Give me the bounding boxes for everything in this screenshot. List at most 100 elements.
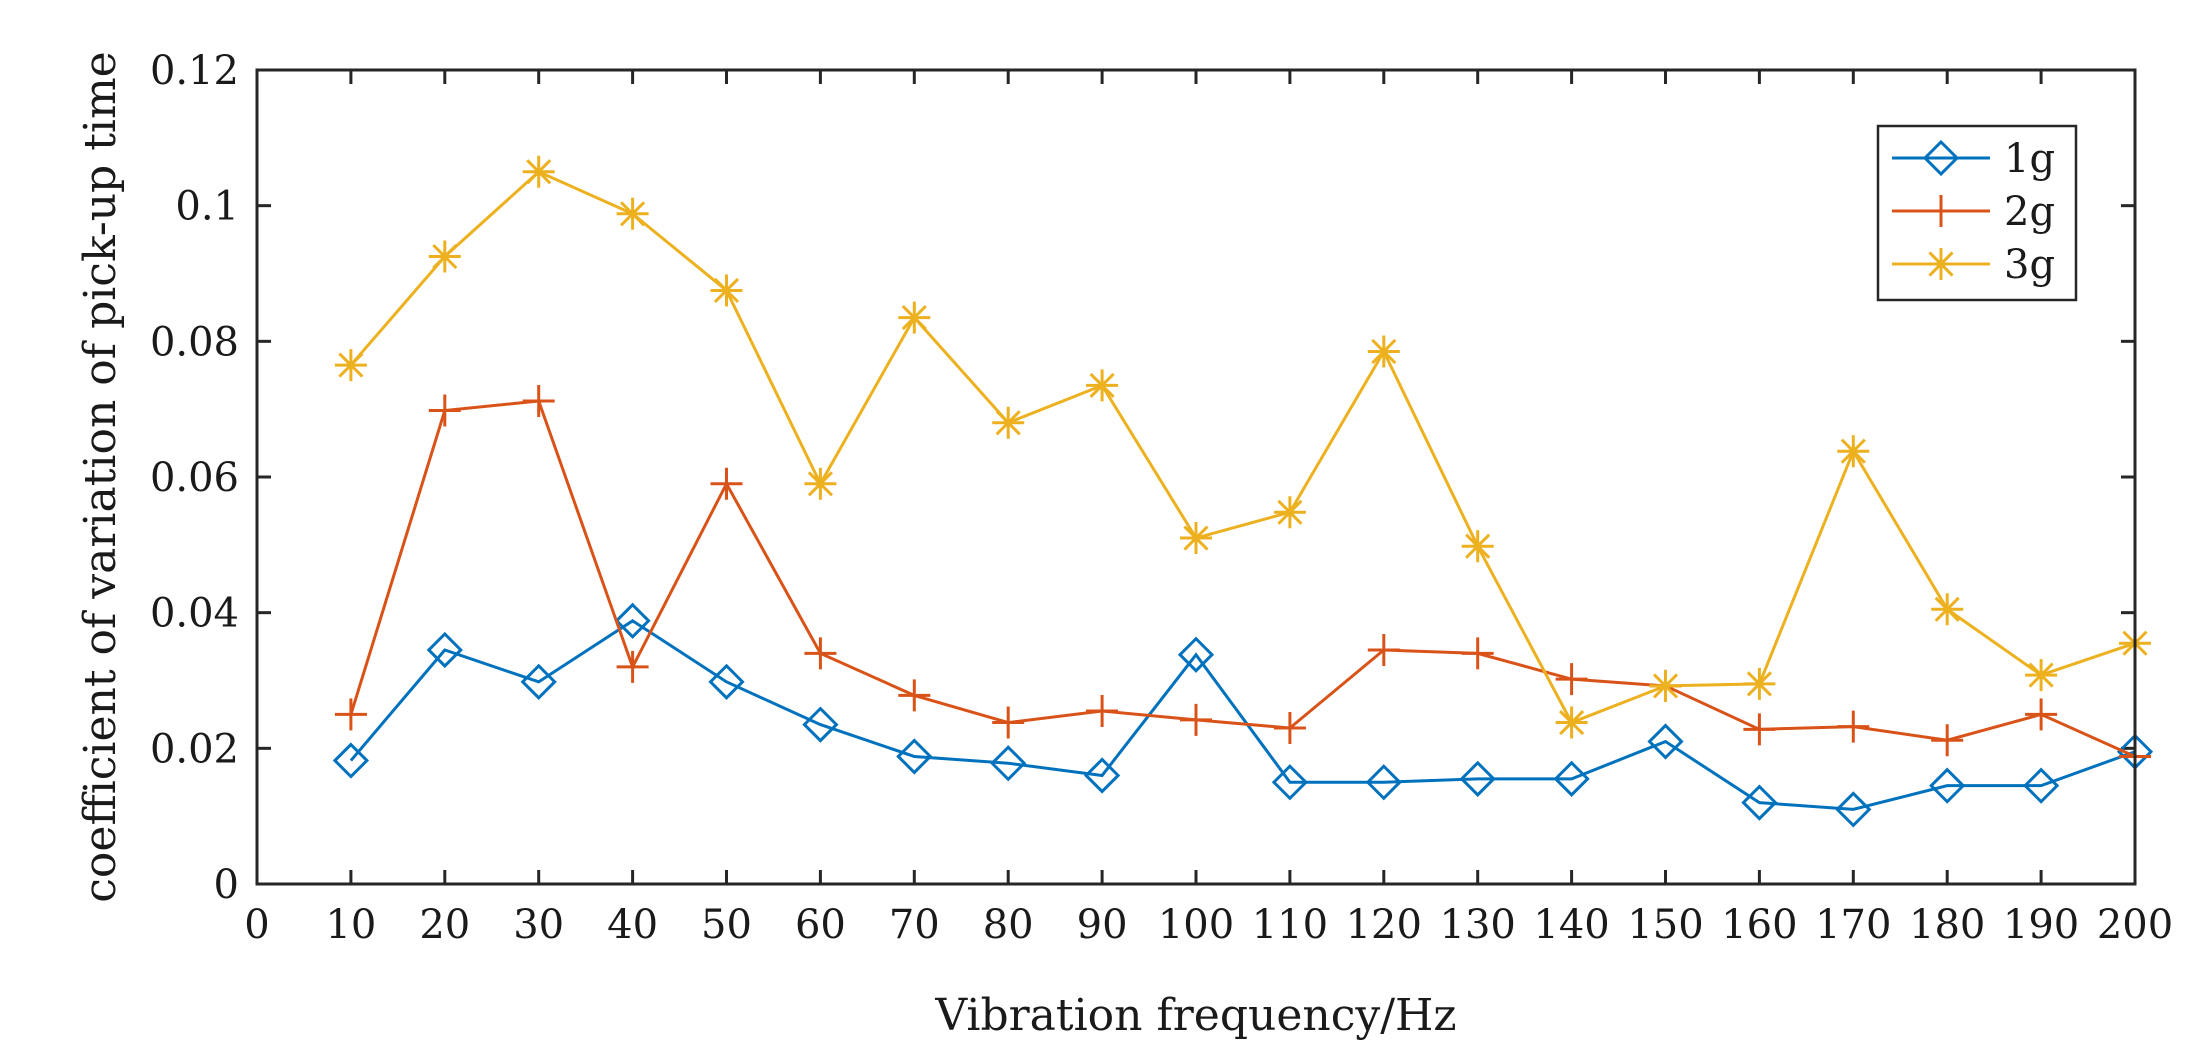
x-tick-label: 110: [1252, 902, 1328, 948]
data-point-3g: [992, 406, 1025, 439]
data-point-1g: [990, 745, 1027, 782]
x-tick-label: 200: [2097, 902, 2173, 948]
data-point-1g: [332, 742, 370, 779]
x-tick-label: 140: [1533, 902, 1609, 948]
data-point-2g: [1931, 724, 1964, 757]
x-tick-label: 160: [1721, 902, 1797, 948]
data-point-2g: [804, 637, 837, 670]
y-tick-label: 0.12: [150, 48, 239, 94]
data-point-1g: [1271, 764, 1309, 801]
series-line-2g: [349, 399, 2136, 758]
data-point-3g: [616, 197, 649, 230]
x-tick-label: 40: [607, 902, 658, 948]
legend-item-2g: 2g: [1892, 189, 2055, 235]
data-point-3g: [804, 467, 837, 500]
y-axis-ticks: 0 0.02 0.04 0.06 0.08 0.1 0.12: [150, 48, 2135, 908]
data-point-1g: [1835, 791, 1872, 828]
data-point-2g: [2025, 698, 2058, 731]
data-point-2g: [1367, 633, 1400, 666]
data-point-1g: [1177, 636, 1215, 673]
x-tick-label: 170: [1815, 902, 1891, 948]
data-point-1g: [520, 663, 557, 700]
data-point-2g: [428, 394, 461, 427]
x-tick-label: 80: [983, 902, 1034, 948]
series-line-1g: [349, 619, 2136, 811]
legend-box: [1876, 124, 2078, 302]
data-point-3g: [710, 274, 743, 307]
x-tick-label: 90: [1077, 902, 1128, 948]
legend: 1g 2g 3g: [1876, 124, 2078, 302]
x-tick-label: 100: [1158, 902, 1234, 948]
y-tick-label: 0.02: [150, 726, 239, 772]
data-point-3g: [1555, 706, 1588, 739]
legend-marker-1g: [1922, 139, 1960, 177]
series-2g: [334, 385, 2151, 773]
data-point-3g: [1273, 496, 1306, 529]
data-point-1g: [2022, 767, 2060, 804]
data-point-1g: [1365, 764, 1402, 801]
plot-frame: [255, 68, 2137, 886]
data-point-1g: [614, 602, 651, 639]
data-point-1g: [708, 663, 745, 700]
y-tick-label: 0.04: [150, 591, 239, 637]
x-axis-title: Vibration frequency/Hz: [934, 990, 1456, 1041]
data-point-3g: [522, 155, 555, 188]
legend-item-3g: 3g: [1892, 242, 2055, 288]
data-point-3g: [334, 349, 367, 382]
x-tick-label: 60: [795, 902, 846, 948]
x-axis-ticks: 0 10 20 30 40 50 60 70 80 90 100 110 120 130 140 150 160…: [244, 70, 2173, 948]
y-axis-title: coefficient of variation of pick-up time: [75, 51, 126, 902]
y-tick-label: 0.08: [150, 319, 239, 365]
data-point-1g: [896, 738, 933, 775]
data-point-2g: [1743, 713, 1776, 746]
x-tick-label: 30: [513, 902, 564, 948]
x-tick-label: 130: [1440, 902, 1516, 948]
legend-item-1g: 1g: [1892, 136, 2055, 182]
series-1g: [332, 602, 2154, 828]
data-point-2g: [334, 698, 367, 731]
data-series: [332, 155, 2154, 828]
legend-label-1g: 1g: [2004, 136, 2055, 182]
data-point-1g: [1553, 760, 1590, 797]
data-point-2g: [992, 706, 1025, 739]
data-point-1g: [1647, 723, 1684, 760]
x-tick-label: 150: [1627, 902, 1703, 948]
data-point-1g: [426, 631, 463, 669]
y-tick-label: 0.1: [175, 184, 239, 230]
legend-marker-3g: [1925, 248, 1957, 280]
data-point-1g: [1929, 767, 1966, 804]
series-line-3g: [349, 169, 2136, 725]
x-tick-label: 180: [1909, 902, 1985, 948]
data-point-3g: [1367, 335, 1400, 368]
data-point-2g: [710, 467, 743, 500]
data-point-3g: [1649, 669, 1682, 702]
data-point-3g: [1180, 522, 1212, 555]
data-point-2g: [616, 650, 649, 683]
data-point-3g: [1086, 369, 1119, 402]
data-point-2g: [1273, 711, 1306, 744]
data-point-3g: [2025, 659, 2058, 692]
x-tick-label: 190: [2003, 902, 2079, 948]
data-point-2g: [1837, 710, 1870, 743]
data-point-1g: [1083, 757, 1121, 794]
data-point-3g: [898, 301, 931, 334]
data-point-3g: [1837, 435, 1870, 468]
data-point-2g: [1086, 695, 1119, 728]
data-point-2g: [522, 385, 555, 418]
data-point-2g: [1555, 663, 1588, 696]
data-point-1g: [1459, 760, 1496, 797]
data-point-2g: [898, 679, 931, 712]
x-tick-label: 20: [419, 902, 470, 948]
x-tick-label: 10: [325, 902, 376, 948]
y-tick-label: 0.06: [150, 455, 239, 501]
x-tick-label: 50: [701, 902, 752, 948]
data-point-2g: [1180, 703, 1212, 736]
data-point-1g: [802, 706, 839, 743]
legend-label-2g: 2g: [2004, 189, 2055, 235]
data-point-2g: [1461, 637, 1494, 670]
legend-label-3g: 3g: [2004, 242, 2055, 288]
data-point-3g: [1461, 530, 1494, 563]
data-point-3g: [1931, 593, 1964, 626]
x-tick-label: 120: [1346, 902, 1422, 948]
